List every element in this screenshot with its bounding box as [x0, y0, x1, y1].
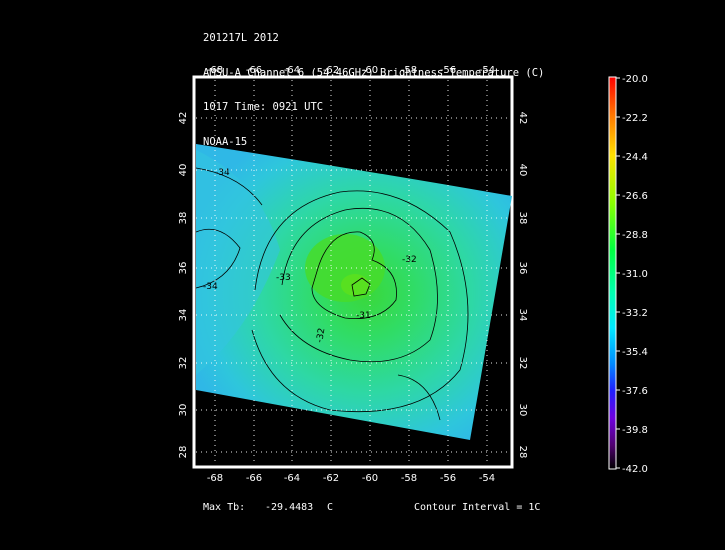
header-line-satellite: NOAA-15 [203, 135, 248, 148]
lon-tick-label: -56 [440, 473, 456, 484]
contour-label: -34 [215, 168, 230, 178]
lat-lon-grid [196, 80, 510, 465]
colorbar [608, 76, 617, 470]
lat-tick-label: 36 [517, 262, 528, 275]
contour-label: -34 [203, 282, 218, 292]
lon-tick-label: -64 [284, 65, 300, 76]
lat-tick-label: 38 [517, 212, 528, 225]
lat-tick-label: 40 [517, 164, 528, 177]
lat-tick-label: 34 [517, 309, 528, 322]
lon-tick-label: -68 [207, 473, 223, 484]
lon-tick-label: -68 [207, 65, 223, 76]
lon-tick-label: -54 [479, 65, 495, 76]
map-frame [192, 75, 514, 469]
colorbar-label: -35.4 [622, 347, 648, 358]
contour-interval: Contour Interval = 1C [414, 502, 541, 513]
lat-tick-label: 32 [178, 357, 189, 370]
colorbar-label: -20.0 [622, 74, 648, 85]
lon-tick-label: -66 [246, 65, 262, 76]
colorbar-label: -28.8 [622, 230, 648, 241]
contour-label: -32 [315, 327, 327, 343]
lat-tick-label: 30 [517, 404, 528, 417]
colorbar-ticks [616, 77, 620, 469]
header-line-time: 1017 Time: 0921 UTC [203, 101, 324, 113]
colorbar-label: -33.2 [622, 308, 648, 319]
contour-line [397, 374, 441, 421]
lon-tick-label: -64 [284, 473, 300, 484]
contour-line [351, 277, 371, 297]
colorbar-labels: -20.0 -22.2 -24.4 -26.6 -28.8 -31.0 -33.… [622, 74, 648, 475]
lat-tick-label: 32 [517, 357, 528, 370]
lon-tick-label: -60 [362, 473, 378, 484]
lon-labels-bottom: -68 -66 -64 -62 -60 -58 -56 -54 [207, 473, 495, 484]
lon-tick-label: -56 [440, 65, 456, 76]
colorbar-label: -37.6 [622, 386, 648, 397]
contour-line [251, 190, 469, 413]
contour-label: -31 [356, 311, 371, 321]
lon-tick-label: -66 [246, 473, 262, 484]
max-tb-unit: C [327, 502, 334, 513]
lat-tick-label: 36 [178, 262, 189, 275]
lon-tick-label: -62 [323, 473, 339, 484]
contour-line [279, 207, 438, 363]
contour-lines [195, 167, 469, 421]
lat-labels-right: 42 40 38 36 34 32 30 28 [517, 112, 528, 459]
lon-tick-label: -62 [323, 65, 339, 76]
max-tb-value: -29.4483 [265, 502, 314, 513]
colorbar-label: -39.8 [622, 425, 648, 436]
chart-header: 201217L 2012 AMSU-A Channel 6 (54.46GHz)… [203, 10, 544, 160]
header-line-storm-id: 201217L 2012 [203, 32, 279, 44]
header-line-channel: AMSU-A Channel 6 (54.46GHz) Brightness T… [203, 66, 545, 79]
contour-line [195, 228, 241, 289]
max-tb-label: Max Tb: [203, 502, 246, 513]
lon-labels-top: -68 -66 -64 -62 -60 -58 -56 -54 [207, 65, 495, 76]
lat-tick-label: 30 [178, 404, 189, 417]
lat-labels-left: 42 40 38 36 34 32 30 28 [178, 112, 189, 459]
lat-tick-label: 34 [178, 309, 189, 322]
lon-tick-label: -60 [362, 65, 378, 76]
lat-tick-label: 38 [178, 212, 189, 225]
brightness-temperature-swath [196, 144, 512, 440]
colorbar-label: -42.0 [622, 464, 648, 475]
contour-line [195, 167, 263, 206]
lon-tick-label: -58 [401, 65, 417, 76]
colorbar-label: -26.6 [622, 191, 648, 202]
lat-tick-label: 28 [517, 446, 528, 459]
lon-tick-label: -54 [479, 473, 495, 484]
lat-tick-label: 28 [178, 446, 189, 459]
lat-tick-label: 42 [517, 112, 528, 125]
colorbar-label: -24.4 [622, 152, 648, 163]
lon-tick-label: -58 [401, 473, 417, 484]
colorbar-label: -22.2 [622, 113, 648, 124]
contour-label: -33 [276, 273, 291, 283]
lat-tick-label: 42 [178, 112, 189, 125]
contour-line [311, 231, 397, 319]
lat-tick-label: 40 [178, 164, 189, 177]
colorbar-label: -31.0 [622, 269, 648, 280]
